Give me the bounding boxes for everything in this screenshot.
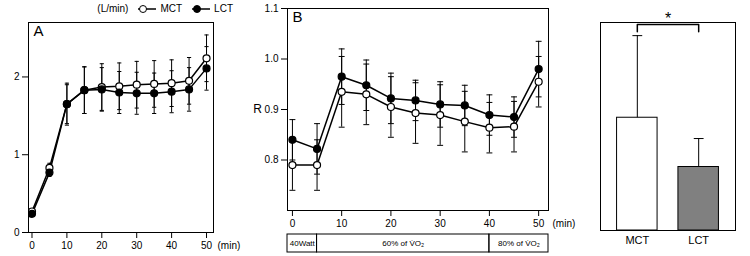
svg-text:0.8: 0.8	[265, 154, 279, 165]
svg-text:20: 20	[385, 218, 397, 229]
html-text:MCT: MCT	[160, 3, 183, 14]
svg-text:40: 40	[166, 240, 178, 251]
svg-text:30: 30	[435, 218, 447, 229]
svg-text:A: A	[34, 22, 44, 39]
svg-text:0: 0	[14, 227, 20, 238]
svg-text:60% of V̇O₂: 60% of V̇O₂	[382, 239, 424, 248]
html-text:(L/min): (L/min)	[97, 3, 129, 14]
svg-text:1: 1	[14, 149, 20, 160]
html-text:LCT: LCT	[214, 3, 233, 14]
svg-text:40Watt: 40Watt	[290, 239, 316, 248]
svg-text:50: 50	[201, 240, 213, 251]
svg-text:0.9: 0.9	[265, 104, 279, 115]
svg-text:1.0: 1.0	[265, 53, 279, 64]
svg-text:10: 10	[61, 240, 73, 251]
svg-text:1.1: 1.1	[265, 3, 279, 14]
svg-text:2: 2	[14, 71, 20, 82]
svg-text:R: R	[253, 102, 262, 116]
svg-text:40: 40	[484, 218, 496, 229]
svg-text:80% of V̇O₂: 80% of V̇O₂	[498, 239, 540, 248]
svg-text:*: *	[665, 10, 671, 27]
svg-text:MCT: MCT	[625, 234, 649, 246]
svg-text:0: 0	[29, 240, 35, 251]
svg-text:10: 10	[336, 218, 348, 229]
svg-text:(min): (min)	[553, 218, 576, 229]
svg-text:20: 20	[96, 240, 108, 251]
svg-text:50: 50	[533, 218, 545, 229]
svg-text:LCT: LCT	[688, 234, 709, 246]
svg-text:30: 30	[131, 240, 143, 251]
svg-text:0: 0	[290, 218, 296, 229]
svg-text:B: B	[293, 8, 303, 25]
svg-text:(min): (min)	[218, 240, 241, 251]
